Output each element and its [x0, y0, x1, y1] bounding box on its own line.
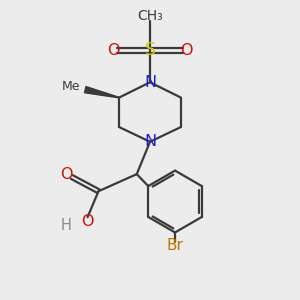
Text: N: N [144, 75, 156, 90]
Text: S: S [145, 41, 155, 59]
Text: H: H [61, 218, 71, 232]
Text: Br: Br [167, 238, 184, 253]
Text: O: O [107, 43, 120, 58]
Text: O: O [81, 214, 94, 229]
Text: Me: Me [61, 80, 80, 93]
Text: O: O [60, 167, 72, 182]
Text: O: O [180, 43, 193, 58]
Polygon shape [85, 86, 119, 98]
Text: CH₃: CH₃ [137, 9, 163, 23]
Text: N: N [144, 134, 156, 149]
